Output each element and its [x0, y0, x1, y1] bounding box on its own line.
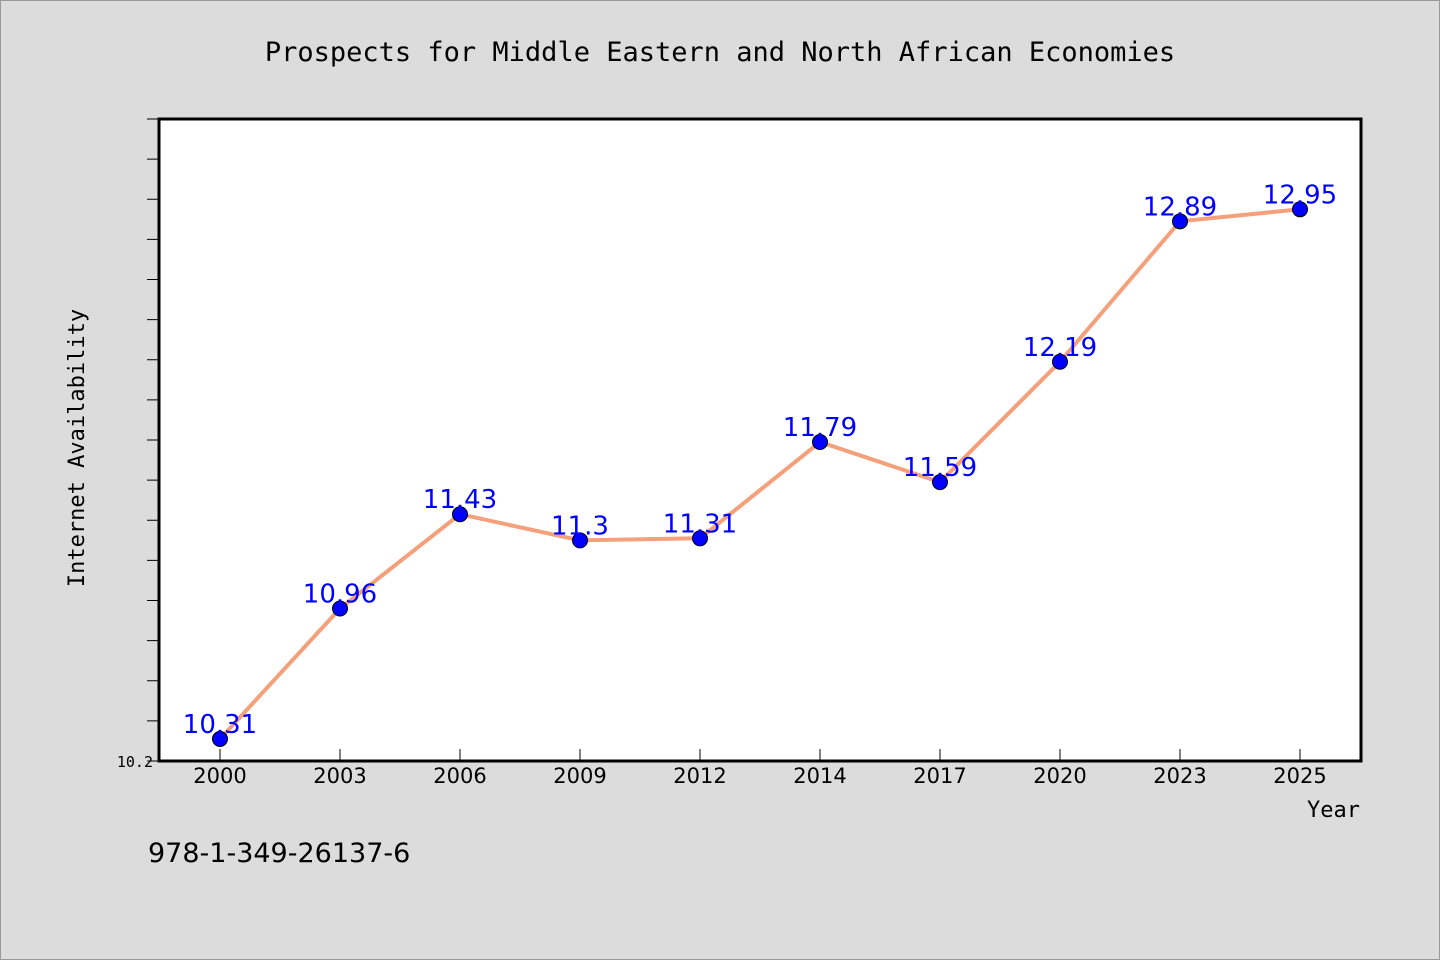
- data-label: 11.31: [663, 509, 737, 539]
- data-point: [812, 434, 828, 451]
- series-line: [218, 207, 1301, 741]
- x-tick-label: 2006: [433, 764, 486, 788]
- x-tick-label: 2000: [193, 764, 246, 788]
- data-markers: [212, 201, 1308, 747]
- plot-area: [157, 117, 1363, 763]
- data-point: [212, 730, 228, 747]
- data-label: 10.31: [183, 710, 257, 740]
- data-point: [572, 532, 588, 549]
- data-point: [932, 474, 948, 491]
- data-label: 12.19: [1023, 333, 1097, 363]
- x-axis-title: Year: [1307, 798, 1360, 823]
- data-label: 11.79: [783, 413, 857, 443]
- data-point: [1292, 201, 1308, 218]
- data-label: 12.95: [1263, 180, 1337, 210]
- data-labels: 10.31 10.96 11.43 11.3 11.31 11.79 11.59 12.19 1…: [183, 180, 1337, 740]
- x-tick-label: 2017: [913, 764, 966, 788]
- x-axis-ticks: 2000 2003 2006 2009 2012 2014 2017 2020 2023 2025: [193, 749, 1327, 788]
- data-label: 11.43: [423, 485, 497, 515]
- x-tick-label: 2003: [313, 764, 366, 788]
- isbn-footer: 978-1-349-26137-6: [148, 838, 410, 869]
- data-point: [452, 506, 468, 523]
- data-label: 11.3: [551, 511, 609, 541]
- y-axis-title: Internet Availability: [65, 309, 90, 587]
- y-axis-ticks: 10.2: [117, 118, 159, 771]
- series-line-group: [218, 207, 1301, 741]
- x-tick-label: 2009: [553, 764, 606, 788]
- x-tick-label: 2020: [1033, 764, 1086, 788]
- data-point: [1052, 353, 1068, 370]
- data-point: [332, 600, 348, 617]
- data-label: 10.96: [303, 580, 377, 610]
- chart-title: Prospects for Middle Eastern and North A…: [265, 37, 1175, 68]
- x-tick-label: 2014: [793, 764, 846, 788]
- data-point: [692, 530, 708, 547]
- x-tick-label: 2023: [1153, 764, 1206, 788]
- data-point: [1172, 213, 1188, 230]
- y-tick-label: 10.2: [117, 753, 153, 771]
- x-tick-label: 2012: [673, 764, 726, 788]
- data-label: 11.59: [903, 453, 977, 483]
- data-label: 12.89: [1143, 192, 1217, 222]
- x-tick-label: 2025: [1273, 764, 1326, 788]
